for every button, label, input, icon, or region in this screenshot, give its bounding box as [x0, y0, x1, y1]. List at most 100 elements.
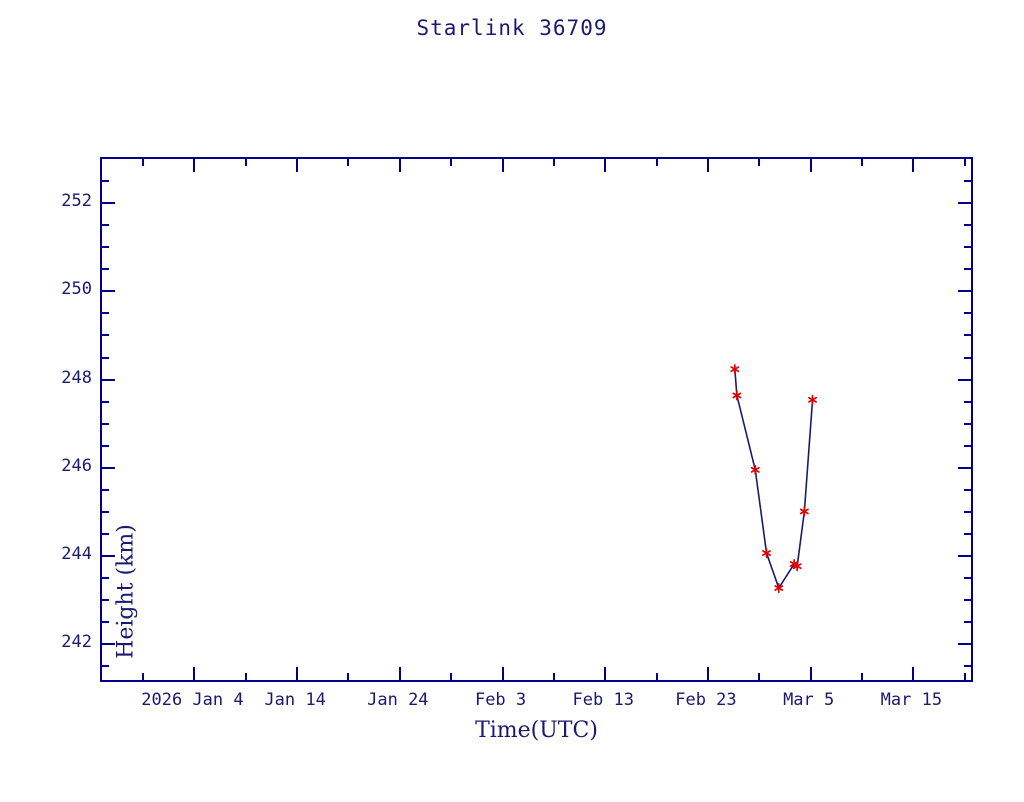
y-axis-tick-labels: 242 244 246 248 250 252 — [0, 157, 92, 682]
y-tick-label: 250 — [61, 279, 92, 300]
x-tick-bottom-minor — [244, 673, 247, 680]
y-tick-left-major — [102, 466, 115, 469]
y-tick-right-minor — [964, 510, 971, 513]
y-tick-left-minor — [102, 224, 109, 227]
x-tick-label: Feb 3 — [474, 690, 527, 710]
x-tick-top-minor — [861, 159, 864, 166]
plot-area — [102, 159, 971, 680]
y-tick-label: 244 — [61, 544, 92, 565]
x-tick-bottom-minor — [861, 673, 864, 680]
x-axis-title: Time(UTC) — [475, 718, 598, 743]
y-tick-right-minor — [964, 422, 971, 425]
y-tick-left-minor — [102, 444, 109, 447]
data-point-marker — [792, 563, 802, 570]
y-tick-label: 252 — [61, 191, 92, 212]
y-tick-left-major — [102, 202, 115, 205]
y-tick-right-minor — [964, 533, 971, 535]
y-tick-left-minor — [102, 312, 109, 315]
y-tick-left-minor — [102, 621, 109, 624]
y-tick-right-minor — [964, 444, 971, 447]
x-tick-bottom-major — [604, 667, 607, 680]
y-tick-right-minor — [964, 268, 971, 271]
y-tick-left-minor — [102, 488, 109, 491]
x-axis-tick-labels: 2026 Jan 4 Jan 14 Jan 24 Feb 3 Feb 13 Feb 23 M… — [100, 690, 973, 718]
x-tick-label: Jan 14 — [264, 690, 326, 710]
y-tick-left-minor — [102, 334, 109, 337]
x-tick-bottom-major — [398, 667, 401, 680]
x-tick-top-minor — [758, 159, 761, 166]
x-tick-bottom-major — [706, 667, 709, 680]
data-point-marker — [762, 550, 772, 556]
y-tick-right-minor — [964, 400, 971, 403]
y-tick-right-minor — [964, 577, 971, 580]
x-tick-label: Mar 15 — [880, 690, 943, 710]
y-tick-label: 246 — [61, 455, 92, 476]
y-tick-label: 248 — [61, 367, 92, 388]
y-tick-right-major — [958, 290, 971, 293]
y-tick-right-minor — [964, 599, 971, 602]
x-tick-top-minor — [552, 159, 555, 166]
y-tick-right-major — [958, 466, 971, 469]
x-tick-label: 2026 Jan 4 — [141, 690, 244, 710]
y-tick-left-major — [102, 290, 115, 293]
y-tick-left-minor — [102, 246, 109, 249]
y-tick-left-minor — [102, 510, 109, 513]
y-tick-right-minor — [964, 224, 971, 227]
y-tick-left-minor — [102, 268, 109, 271]
x-tick-top-major — [912, 159, 915, 172]
y-tick-left-minor — [102, 180, 109, 183]
y-tick-right-major — [958, 378, 971, 381]
x-tick-bottom-major — [193, 667, 196, 680]
x-tick-top-major — [809, 159, 812, 172]
height-series-markers — [730, 364, 817, 594]
plot-frame: Height (km) — [100, 157, 973, 682]
data-point-marker — [799, 508, 809, 515]
satellite-height-chart-figure: Starlink 36709 242 244 246 248 250 252 Height… — [0, 16, 973, 743]
data-point-marker — [730, 366, 740, 373]
y-tick-right-minor — [964, 180, 971, 183]
y-tick-left-minor — [102, 599, 109, 602]
x-tick-label: Feb 13 — [572, 690, 634, 710]
x-tick-bottom-major — [501, 667, 504, 680]
x-tick-top-major — [604, 159, 607, 172]
x-tick-top-minor — [963, 159, 966, 166]
x-tick-bottom-minor — [347, 673, 350, 680]
x-tick-bottom-major — [296, 667, 299, 680]
x-tick-top-minor — [244, 159, 247, 166]
y-tick-left-minor — [102, 533, 109, 535]
x-tick-top-major — [296, 159, 299, 172]
x-tick-bottom-major — [912, 667, 915, 680]
y-tick-left-major — [102, 378, 115, 381]
data-point-marker — [732, 392, 742, 399]
y-tick-left-major — [102, 643, 115, 646]
data-series-svg — [730, 364, 817, 594]
x-tick-bottom-minor — [963, 673, 966, 680]
y-tick-left-minor — [102, 422, 109, 425]
x-tick-top-minor — [655, 159, 658, 166]
x-tick-top-minor — [347, 159, 350, 166]
y-tick-right-major — [958, 555, 971, 558]
x-tick-bottom-minor — [758, 673, 761, 680]
data-point-marker — [808, 396, 817, 403]
height-series-line — [734, 369, 814, 590]
y-tick-right-major — [958, 643, 971, 646]
x-tick-bottom-major — [809, 667, 812, 680]
y-tick-right-minor — [964, 488, 971, 491]
x-tick-top-major — [193, 159, 196, 172]
y-tick-right-minor — [964, 246, 971, 249]
data-point-marker — [750, 466, 760, 473]
x-tick-bottom-minor — [552, 673, 555, 680]
y-tick-left-minor — [102, 356, 109, 359]
x-tick-top-major — [706, 159, 709, 172]
y-tick-right-minor — [964, 356, 971, 359]
x-tick-label: Feb 23 — [675, 690, 737, 710]
y-tick-left-minor — [102, 665, 109, 668]
y-tick-right-minor — [964, 665, 971, 668]
y-tick-left-major — [102, 555, 115, 558]
y-tick-label: 242 — [61, 632, 92, 653]
x-tick-label: Jan 24 — [367, 690, 429, 710]
x-tick-top-major — [501, 159, 504, 172]
y-tick-left-minor — [102, 400, 109, 403]
x-tick-bottom-minor — [142, 673, 145, 680]
y-tick-right-minor — [964, 621, 971, 624]
